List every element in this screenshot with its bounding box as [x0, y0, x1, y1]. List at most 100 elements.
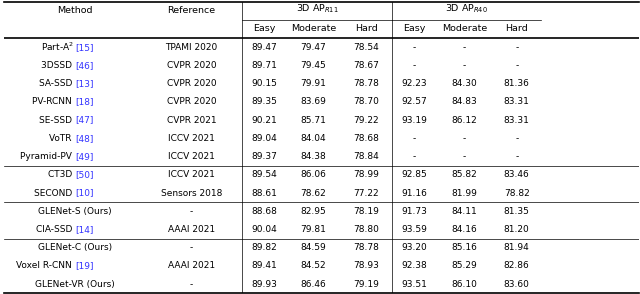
Text: -: - [463, 152, 467, 161]
Text: 77.22: 77.22 [353, 188, 379, 198]
Text: 89.41: 89.41 [252, 261, 278, 270]
Text: 92.38: 92.38 [401, 261, 427, 270]
Text: 93.59: 93.59 [401, 225, 427, 234]
Text: 79.19: 79.19 [353, 280, 379, 289]
Text: [14]: [14] [75, 225, 93, 234]
Text: [47]: [47] [75, 116, 93, 125]
Text: 93.20: 93.20 [401, 243, 427, 252]
Text: [50]: [50] [75, 170, 93, 179]
Text: -: - [190, 243, 193, 252]
Text: 82.86: 82.86 [504, 261, 530, 270]
Text: 82.95: 82.95 [301, 207, 326, 216]
Text: 88.68: 88.68 [252, 207, 278, 216]
Text: 78.62: 78.62 [301, 188, 326, 198]
Text: [46]: [46] [75, 61, 93, 70]
Text: 81.35: 81.35 [504, 207, 530, 216]
Text: CVPR 2020: CVPR 2020 [167, 79, 216, 88]
Text: Sensors 2018: Sensors 2018 [161, 188, 222, 198]
Text: 90.04: 90.04 [252, 225, 278, 234]
Text: 84.11: 84.11 [452, 207, 477, 216]
Text: ICCV 2021: ICCV 2021 [168, 134, 215, 143]
Text: 78.78: 78.78 [353, 243, 379, 252]
Text: 78.80: 78.80 [353, 225, 379, 234]
Text: -: - [412, 152, 415, 161]
Text: 83.31: 83.31 [504, 116, 530, 125]
Text: -: - [515, 61, 518, 70]
Text: 92.57: 92.57 [401, 97, 427, 106]
Text: 78.19: 78.19 [353, 207, 379, 216]
Text: 83.69: 83.69 [301, 97, 326, 106]
Text: 89.71: 89.71 [252, 61, 278, 70]
Text: GLENet-S (Ours): GLENet-S (Ours) [38, 207, 111, 216]
Text: 93.19: 93.19 [401, 116, 427, 125]
Text: 81.20: 81.20 [504, 225, 530, 234]
Text: [18]: [18] [75, 97, 93, 106]
Text: 83.46: 83.46 [504, 170, 530, 179]
Text: 81.36: 81.36 [504, 79, 530, 88]
Text: -: - [463, 61, 467, 70]
Text: 85.29: 85.29 [452, 261, 477, 270]
Text: 90.21: 90.21 [252, 116, 278, 125]
Text: 78.82: 78.82 [504, 188, 530, 198]
Text: [15]: [15] [75, 43, 93, 52]
Text: 78.70: 78.70 [353, 97, 379, 106]
Text: 89.82: 89.82 [252, 243, 278, 252]
Text: Voxel R-CNN: Voxel R-CNN [16, 261, 75, 270]
Text: PV-RCNN: PV-RCNN [32, 97, 75, 106]
Text: 84.83: 84.83 [452, 97, 477, 106]
Text: 92.85: 92.85 [401, 170, 427, 179]
Text: -: - [515, 134, 518, 143]
Text: 89.37: 89.37 [252, 152, 278, 161]
Text: 84.59: 84.59 [301, 243, 326, 252]
Text: 89.47: 89.47 [252, 43, 278, 52]
Text: -: - [190, 207, 193, 216]
Text: 3D AP$_{R11}$: 3D AP$_{R11}$ [296, 2, 339, 15]
Text: 3DSSD: 3DSSD [41, 61, 75, 70]
Text: 78.54: 78.54 [353, 43, 379, 52]
Text: 78.84: 78.84 [353, 152, 379, 161]
Text: 81.99: 81.99 [452, 188, 477, 198]
Text: Method: Method [57, 6, 93, 15]
Text: 79.91: 79.91 [301, 79, 326, 88]
Text: [10]: [10] [75, 188, 93, 198]
Text: Hard: Hard [355, 24, 378, 34]
Text: Easy: Easy [253, 24, 276, 34]
Text: [19]: [19] [75, 261, 93, 270]
Text: -: - [515, 43, 518, 52]
Text: SECOND: SECOND [34, 188, 75, 198]
Text: 79.81: 79.81 [301, 225, 326, 234]
Text: -: - [190, 280, 193, 289]
Text: Moderate: Moderate [442, 24, 487, 34]
Text: 86.06: 86.06 [301, 170, 326, 179]
Text: 85.71: 85.71 [301, 116, 326, 125]
Text: [48]: [48] [75, 134, 93, 143]
Text: CVPR 2020: CVPR 2020 [167, 61, 216, 70]
Text: Part-A$^2$: Part-A$^2$ [41, 41, 75, 53]
Text: 84.04: 84.04 [301, 134, 326, 143]
Text: 81.94: 81.94 [504, 243, 530, 252]
Text: 92.23: 92.23 [401, 79, 427, 88]
Text: Reference: Reference [168, 6, 216, 15]
Text: 83.31: 83.31 [504, 97, 530, 106]
Text: VoTR: VoTR [49, 134, 75, 143]
Text: 78.93: 78.93 [353, 261, 379, 270]
Text: 86.10: 86.10 [452, 280, 477, 289]
Text: -: - [463, 134, 467, 143]
Text: 93.51: 93.51 [401, 280, 427, 289]
Text: SE-SSD: SE-SSD [39, 116, 75, 125]
Text: SA-SSD: SA-SSD [38, 79, 75, 88]
Text: AAAI 2021: AAAI 2021 [168, 261, 215, 270]
Text: 78.78: 78.78 [353, 79, 379, 88]
Text: 78.68: 78.68 [353, 134, 379, 143]
Text: Pyramid-PV: Pyramid-PV [20, 152, 75, 161]
Text: CVPR 2021: CVPR 2021 [167, 116, 216, 125]
Text: -: - [412, 134, 415, 143]
Text: 91.73: 91.73 [401, 207, 427, 216]
Text: 89.04: 89.04 [252, 134, 278, 143]
Text: 79.47: 79.47 [301, 43, 326, 52]
Text: CIA-SSD: CIA-SSD [35, 225, 75, 234]
Text: AAAI 2021: AAAI 2021 [168, 225, 215, 234]
Text: -: - [515, 152, 518, 161]
Text: 84.16: 84.16 [452, 225, 477, 234]
Text: 90.15: 90.15 [252, 79, 278, 88]
